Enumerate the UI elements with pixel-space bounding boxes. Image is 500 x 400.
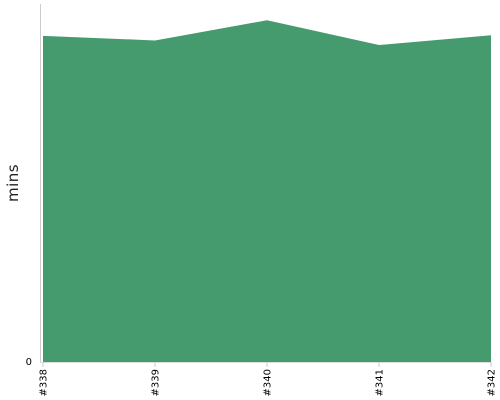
x-tick-label: #340 <box>263 369 274 396</box>
y-axis-title: mins <box>4 164 22 202</box>
x-tick-label: #341 <box>375 369 386 396</box>
y-tick-label: 0 <box>26 357 32 368</box>
x-tick-label: #338 <box>39 369 50 396</box>
y-axis-ticks: 0 <box>26 357 32 368</box>
series-area <box>43 20 491 363</box>
x-tick-label: #342 <box>487 369 498 396</box>
x-tick-label: #339 <box>151 369 162 396</box>
x-axis-ticks: #338 #339 #340 #341 #342 <box>39 362 498 396</box>
